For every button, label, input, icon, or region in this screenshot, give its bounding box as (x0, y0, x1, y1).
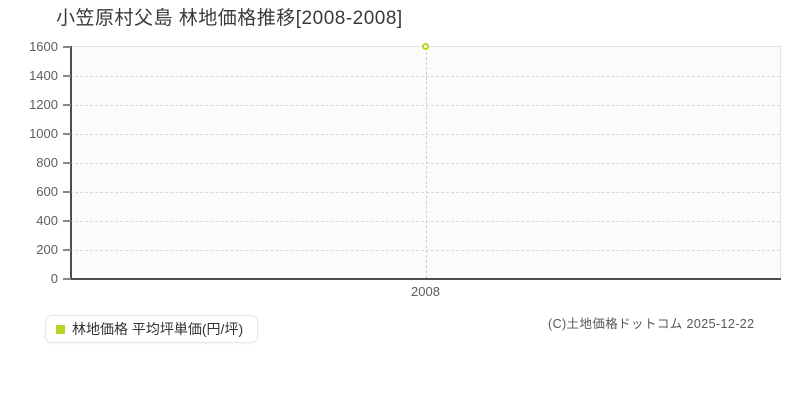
y-axis-tick-mark (63, 46, 71, 48)
y-axis-tick-label: 1600 (29, 39, 58, 54)
gridline-vertical (425, 47, 427, 278)
gridline-horizontal (70, 76, 780, 77)
y-axis-tick-label: 200 (36, 242, 58, 257)
y-axis-tick-label: 1200 (29, 97, 58, 112)
y-axis-tick-label: 400 (36, 213, 58, 228)
gridline-horizontal (70, 163, 780, 164)
y-axis-tick-mark (63, 104, 71, 106)
gridline-horizontal (70, 221, 780, 222)
x-axis-tick-label: 2008 (411, 284, 440, 299)
y-axis-tick-label: 1000 (29, 126, 58, 141)
chart-legend[interactable]: 林地価格 平均坪単価(円/坪) (45, 315, 259, 343)
x-axis-line (70, 278, 781, 280)
y-axis-tick-label: 0 (50, 271, 58, 286)
gridline-horizontal (70, 250, 780, 251)
y-axis-tick-mark (63, 278, 71, 280)
legend-label: 林地価格 平均坪単価(円/坪) (72, 321, 244, 337)
gridline-horizontal (70, 192, 780, 193)
gridline-horizontal (70, 134, 780, 135)
y-axis-tick-mark (63, 133, 71, 135)
y-axis-tick-label: 800 (36, 155, 58, 170)
y-axis-tick-mark (63, 75, 71, 77)
copyright-credit: (C)土地価格ドットコム 2025-12-22 (548, 317, 755, 331)
chart-title: 小笠原村父島 林地価格推移[2008-2008] (56, 8, 403, 29)
y-axis-tick-mark (63, 191, 71, 193)
y-axis-tick-mark (63, 162, 71, 164)
data-point[interactable] (421, 43, 429, 50)
legend-swatch-icon (56, 324, 65, 334)
y-axis-tick-label: 1400 (29, 68, 58, 83)
y-axis-tick-mark (63, 220, 71, 222)
y-axis-tick-label: 600 (36, 184, 58, 199)
plot-area (70, 43, 781, 278)
gridline-horizontal (70, 105, 780, 106)
y-axis-line (70, 46, 72, 279)
y-axis-tick-mark (63, 249, 71, 251)
